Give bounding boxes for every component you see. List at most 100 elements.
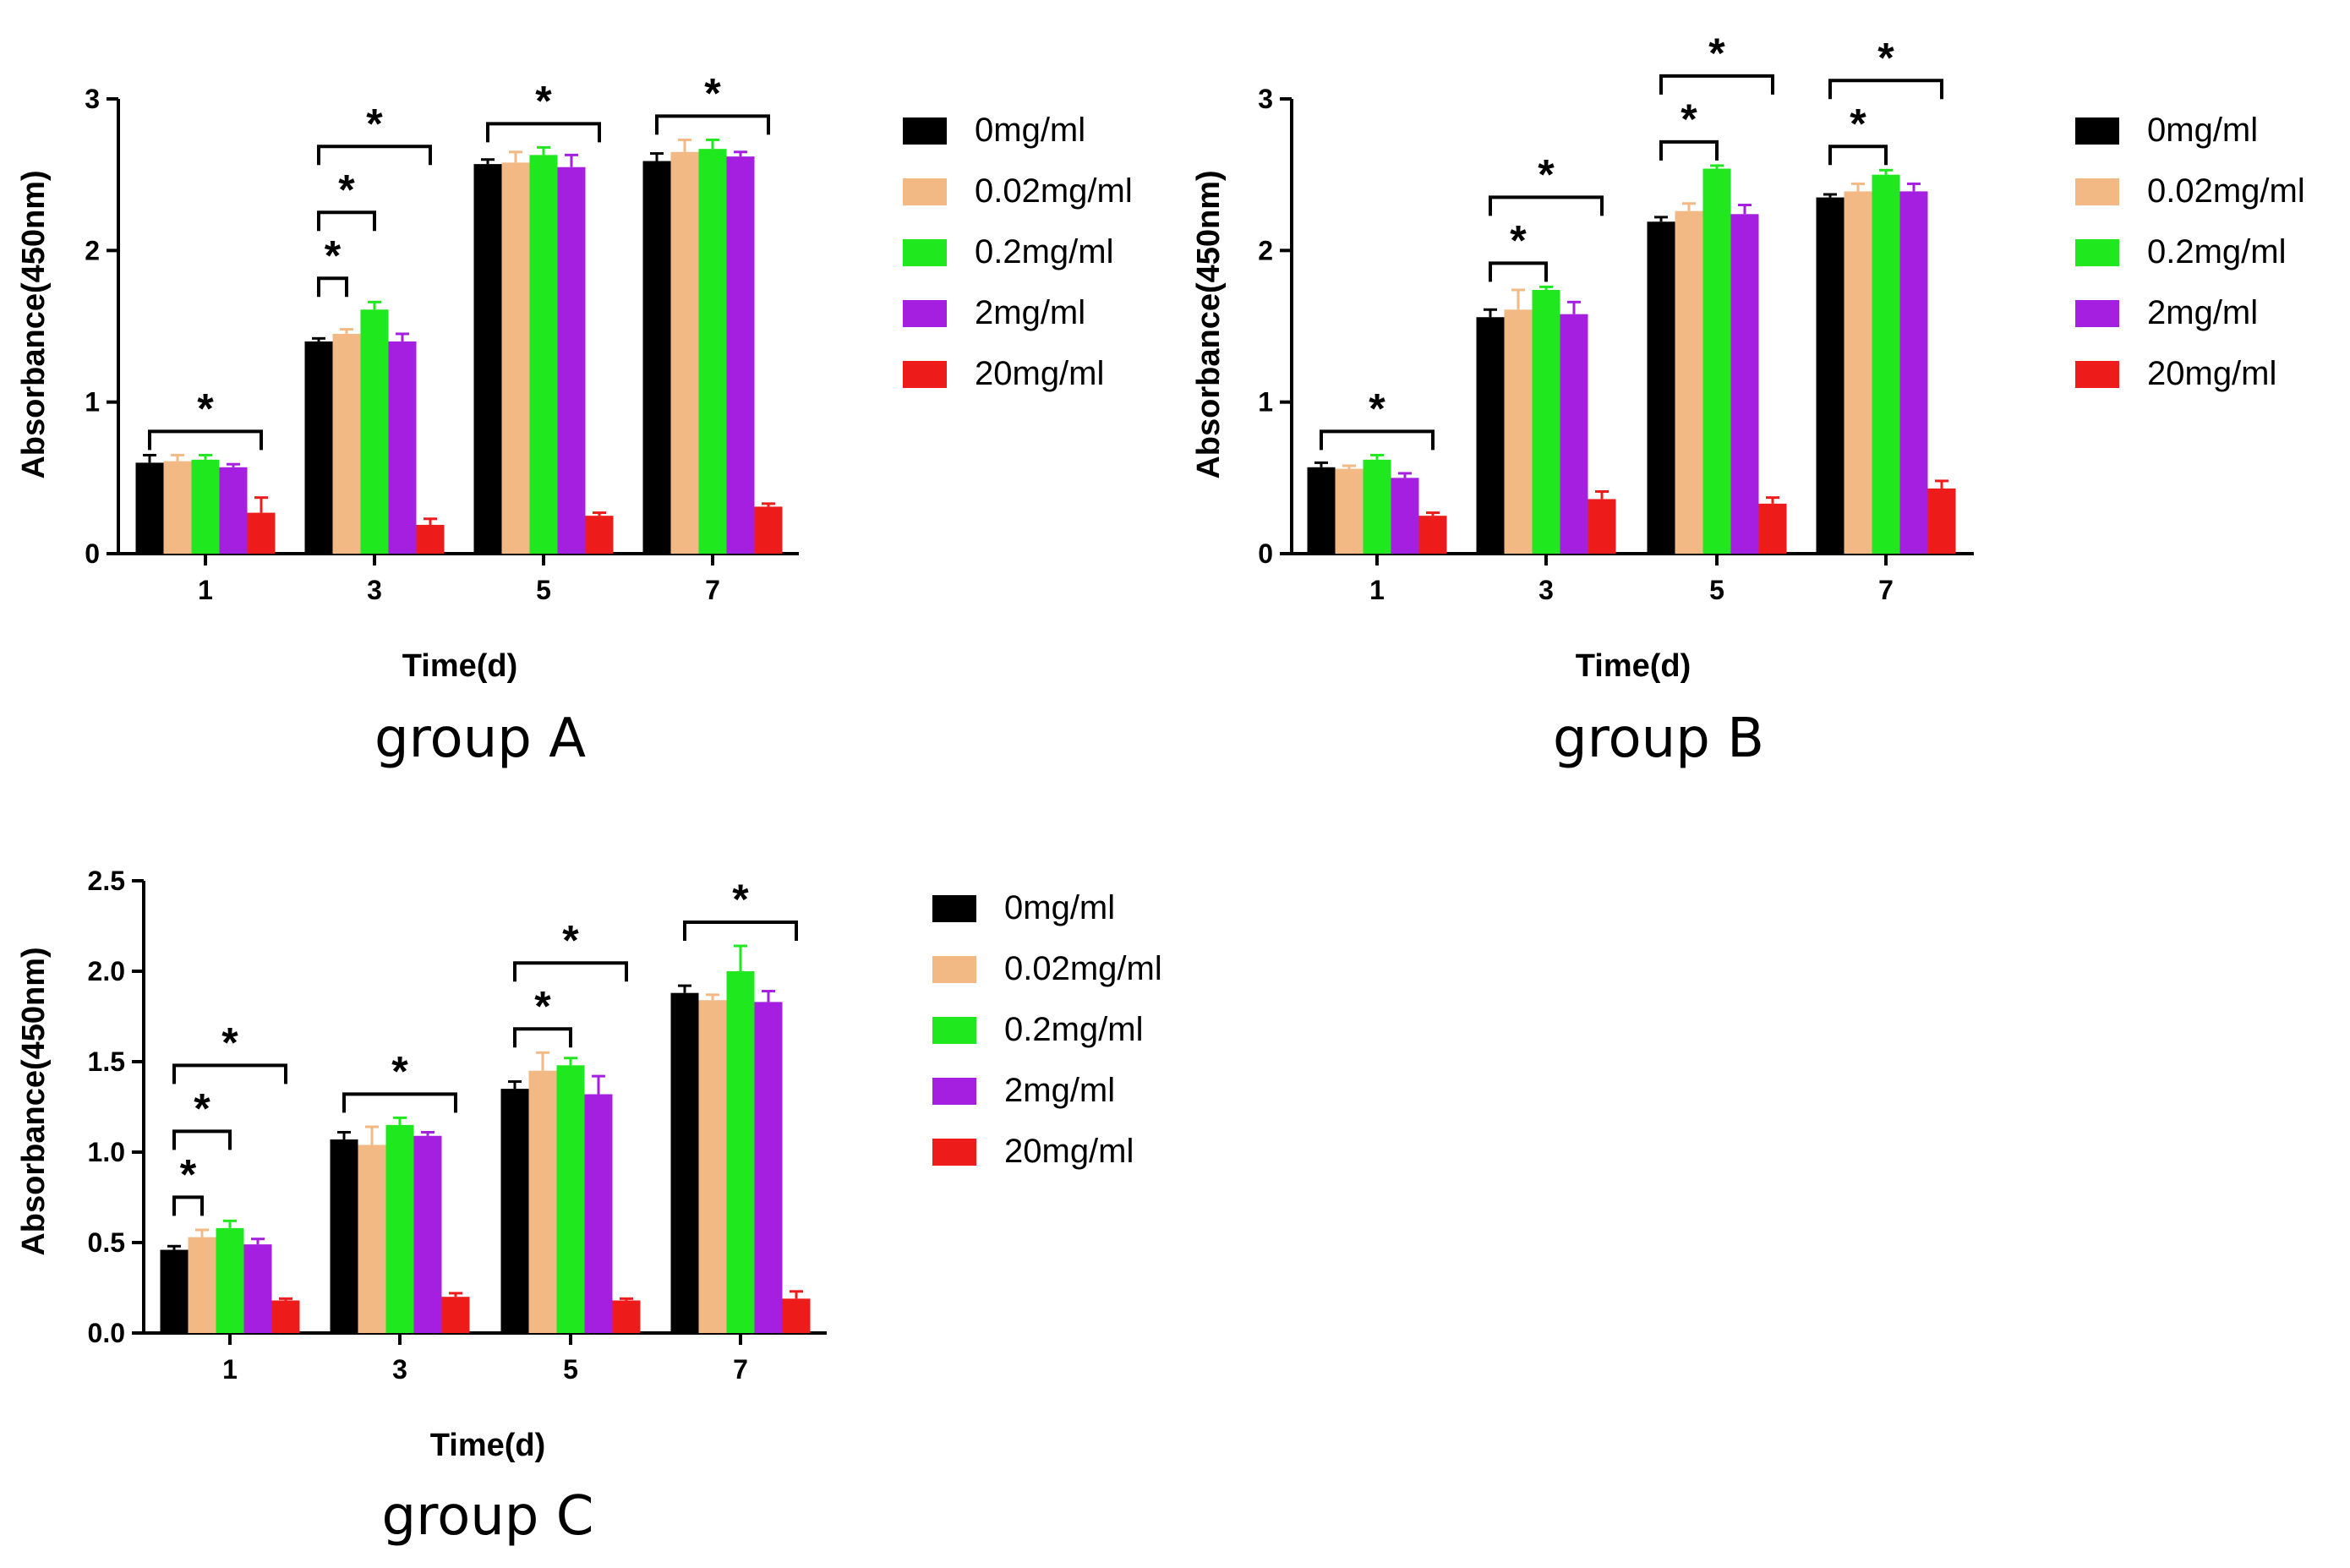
significance-bracket (655, 114, 770, 135)
bar (243, 1244, 272, 1333)
bar (416, 524, 445, 554)
legend-swatch (932, 1139, 976, 1166)
bar (1588, 499, 1616, 554)
bar (1816, 197, 1844, 555)
significance-star: * (562, 916, 579, 964)
legend-group-b: 0mg/ml 0.02mg/ml 0.2mg/ml 2mg/ml 20mg/ml (2075, 112, 2305, 392)
y-tick-label: 2.0 (88, 956, 125, 986)
bar (1675, 210, 1703, 554)
bar (160, 1249, 189, 1333)
legend-label: 20mg/ml (2147, 355, 2276, 392)
bar (585, 516, 614, 554)
bar (1363, 459, 1391, 554)
x-tick-label: 3 (1538, 575, 1554, 605)
x-tick-label: 7 (705, 575, 720, 605)
legend-label: 0mg/ml (975, 112, 1085, 149)
legend-label: 2mg/ml (975, 294, 1085, 331)
significance-bracket (1659, 139, 1719, 161)
significance-star: * (1369, 385, 1385, 432)
legend-label: 20mg/ml (1004, 1133, 1134, 1170)
y-tick-label: 1 (85, 387, 100, 418)
bar (473, 164, 502, 554)
significance-star: * (1877, 34, 1894, 81)
legend-swatch (903, 117, 947, 145)
y-tick-label: 3 (85, 84, 100, 114)
bar (1532, 289, 1560, 554)
y-tick-label: 0 (85, 538, 100, 569)
significance-star: * (180, 1150, 197, 1198)
significance-bracket (1828, 145, 1888, 166)
significance-bracket (513, 1027, 572, 1048)
bar (1927, 488, 1956, 554)
y-tick-label: 1.0 (88, 1137, 125, 1167)
bar (332, 333, 361, 554)
significance-bracket (148, 429, 263, 451)
significance-bracket (486, 122, 601, 143)
significance-star: * (535, 77, 552, 124)
y-tick-label: 2 (85, 235, 100, 265)
bar (698, 1000, 727, 1333)
x-tick-label: 5 (536, 575, 551, 605)
significance-star: * (221, 1019, 238, 1066)
legend-swatch (2075, 117, 2119, 145)
y-axis-title: Absorbance(450nm) (16, 170, 52, 478)
bar (163, 461, 192, 554)
bar (304, 341, 333, 554)
legend-label: 0.2mg/ml (2147, 233, 2287, 270)
legend-swatch (932, 956, 976, 983)
bar (358, 1145, 386, 1333)
bar (1476, 317, 1505, 554)
bar (698, 149, 727, 554)
legend-group-a: 0mg/ml 0.02mg/ml 0.2mg/ml 2mg/ml 20mg/ml (903, 112, 1133, 392)
legend-swatch (903, 178, 947, 205)
legend-swatch (2075, 300, 2119, 327)
bar (1418, 516, 1447, 554)
x-tick-label: 3 (367, 575, 382, 605)
legend-swatch (932, 1017, 976, 1044)
significance-bracket (513, 961, 628, 982)
legend-label: 0mg/ml (1004, 889, 1115, 926)
bar (191, 459, 220, 554)
legend-swatch (2075, 361, 2119, 388)
bar (1899, 191, 1928, 555)
bar (1730, 214, 1759, 554)
y-tick-label: 0.5 (88, 1227, 125, 1258)
significance-bracket (317, 210, 376, 232)
bar (360, 309, 389, 554)
legend-swatch (903, 300, 947, 327)
legend-swatch (932, 1078, 976, 1105)
bar (584, 1094, 613, 1333)
bar (1647, 221, 1675, 554)
bar (441, 1297, 470, 1333)
legend-swatch (903, 361, 947, 388)
bar (726, 156, 755, 554)
bar (1391, 478, 1419, 554)
bar (501, 162, 530, 554)
bar (529, 155, 558, 554)
significance-star: * (325, 232, 342, 279)
legend-label: 2mg/ml (1004, 1072, 1115, 1109)
legend-label: 2mg/ml (2147, 294, 2258, 331)
significance-star: * (197, 385, 214, 432)
bar (670, 992, 699, 1333)
legend-label: 0.02mg/ml (1004, 950, 1162, 987)
significance-star: * (338, 166, 355, 213)
y-tick-label: 3 (1258, 84, 1273, 114)
significance-star: * (1708, 30, 1725, 77)
significance-bracket (1828, 79, 1943, 100)
bar (1702, 168, 1731, 554)
x-axis-title: Time(d) (402, 648, 518, 684)
significance-bracket (1659, 74, 1774, 95)
bar (528, 1070, 557, 1333)
bar (754, 506, 783, 554)
significance-bracket (172, 1195, 204, 1216)
significance-bracket (317, 145, 432, 166)
y-tick-label: 1.5 (88, 1046, 125, 1077)
y-tick-label: 2 (1258, 235, 1273, 265)
x-tick-label: 7 (1878, 575, 1894, 605)
legend-label: 0mg/ml (2147, 112, 2258, 149)
significance-bracket (1489, 261, 1548, 282)
